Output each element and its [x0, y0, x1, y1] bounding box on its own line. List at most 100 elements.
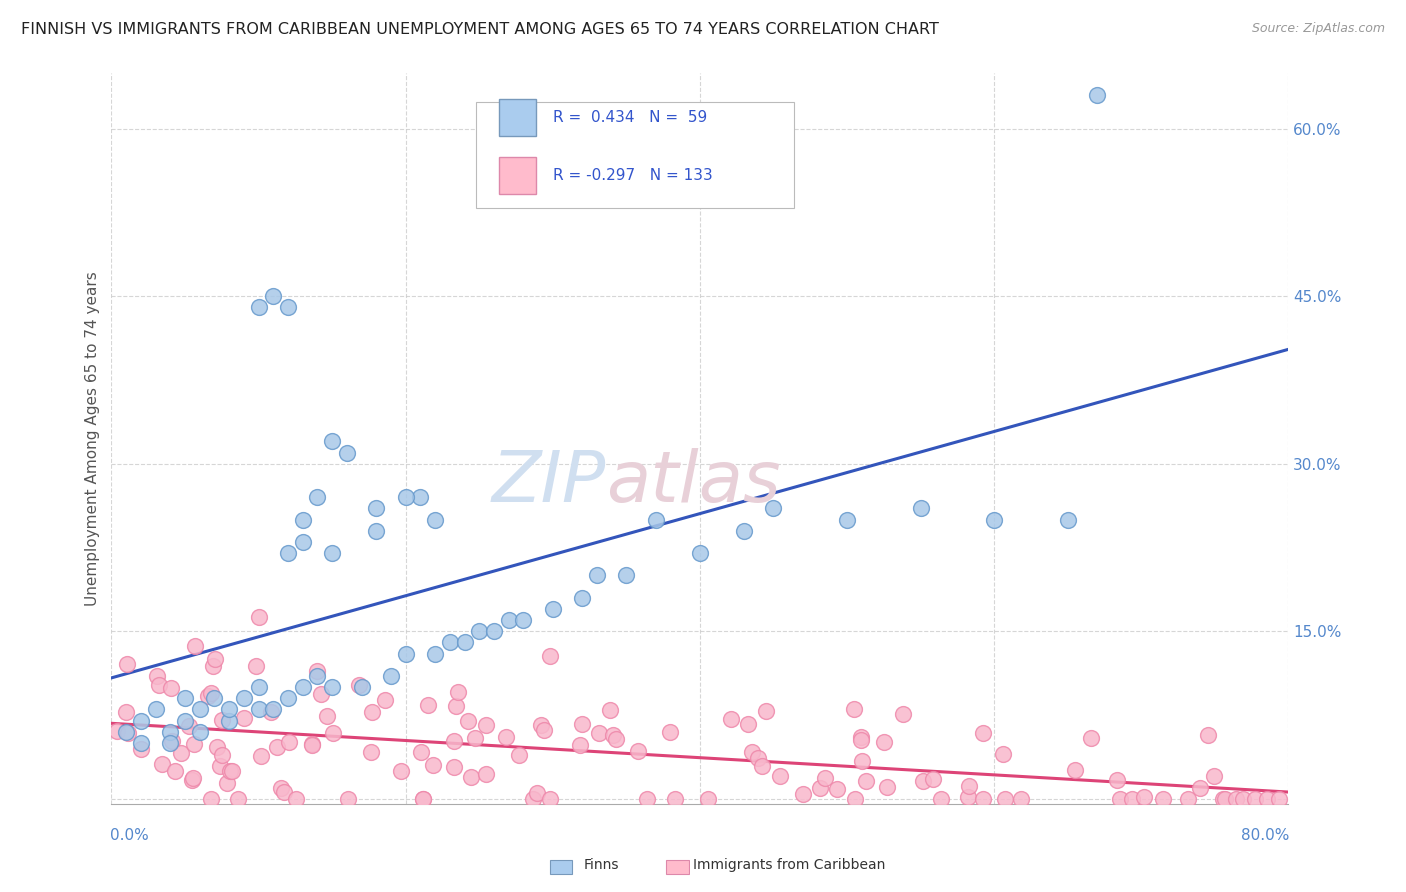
Point [129, 741, 152, 756]
Point [844, 702, 866, 716]
Point [260, 706, 283, 720]
Point [221, 764, 243, 778]
Point [247, 680, 270, 694]
Point [226, 791, 249, 805]
Text: Source: ZipAtlas.com: Source: ZipAtlas.com [1251, 22, 1385, 36]
Point [851, 755, 873, 769]
Point [201, 659, 224, 673]
Point [183, 737, 205, 751]
Point [844, 791, 866, 805]
Text: R = -0.297   N = 133: R = -0.297 N = 133 [553, 168, 713, 183]
Point [741, 745, 763, 759]
Point [541, 602, 564, 616]
Point [644, 513, 666, 527]
Point [412, 791, 434, 805]
Point [1152, 791, 1174, 805]
Point [162, 734, 184, 748]
Point [991, 747, 1014, 762]
Bar [550, 860, 572, 874]
Point [366, 524, 388, 538]
Point [247, 609, 270, 624]
Point [285, 791, 308, 805]
Point [218, 714, 240, 728]
Point [366, 501, 388, 516]
Point [307, 669, 329, 683]
Point [827, 782, 849, 797]
Point [588, 726, 610, 740]
Bar [666, 860, 689, 874]
Point [174, 714, 197, 728]
Point [522, 791, 544, 805]
Point [457, 714, 479, 728]
FancyBboxPatch shape [477, 103, 794, 208]
Point [316, 709, 339, 723]
Point [233, 711, 256, 725]
Point [664, 791, 686, 805]
Point [301, 737, 323, 751]
Point [115, 724, 138, 739]
FancyBboxPatch shape [499, 157, 536, 194]
Point [349, 678, 371, 692]
Point [245, 659, 267, 673]
Text: 80.0%: 80.0% [1241, 828, 1289, 843]
Point [159, 736, 181, 750]
Point [530, 717, 553, 731]
Point [538, 791, 561, 805]
Point [1177, 791, 1199, 805]
Point [922, 772, 945, 787]
Point [538, 648, 561, 663]
Point [200, 791, 222, 805]
Point [159, 681, 181, 696]
Point [696, 791, 718, 805]
Point [181, 773, 204, 788]
Point [179, 719, 201, 733]
Point [453, 635, 475, 649]
Text: atlas: atlas [606, 448, 780, 517]
Point [395, 490, 418, 504]
Point [273, 784, 295, 798]
Point [1256, 791, 1278, 805]
Point [1056, 513, 1078, 527]
Point [374, 693, 396, 707]
Point [336, 445, 359, 459]
Point [305, 665, 328, 679]
Point [747, 751, 769, 765]
Point [205, 740, 228, 755]
Point [627, 744, 650, 758]
Point [321, 546, 343, 560]
Point [247, 702, 270, 716]
Point [475, 718, 498, 732]
Point [115, 705, 138, 719]
Point [163, 764, 186, 778]
Point [1225, 791, 1247, 805]
Point [1212, 791, 1234, 805]
Point [1197, 728, 1219, 742]
Point [1202, 769, 1225, 783]
Point [526, 786, 548, 800]
Point [1189, 781, 1212, 796]
Point [533, 723, 555, 737]
Point [439, 635, 461, 649]
Point [849, 733, 872, 747]
Point [972, 791, 994, 805]
Point [422, 758, 444, 772]
Point [1080, 731, 1102, 746]
Text: ZIP: ZIP [491, 448, 606, 517]
Point [148, 678, 170, 692]
Point [145, 702, 167, 716]
Point [876, 780, 898, 794]
Point [495, 731, 517, 745]
Point [188, 724, 211, 739]
Point [129, 714, 152, 728]
Point [792, 787, 814, 801]
Point [1108, 791, 1130, 805]
Point [380, 669, 402, 683]
Point [808, 781, 831, 796]
Text: 0.0%: 0.0% [110, 828, 149, 843]
Point [983, 513, 1005, 527]
Point [291, 535, 314, 549]
Point [1064, 763, 1087, 777]
Point [247, 301, 270, 315]
Point [929, 791, 952, 805]
Point [105, 723, 128, 738]
